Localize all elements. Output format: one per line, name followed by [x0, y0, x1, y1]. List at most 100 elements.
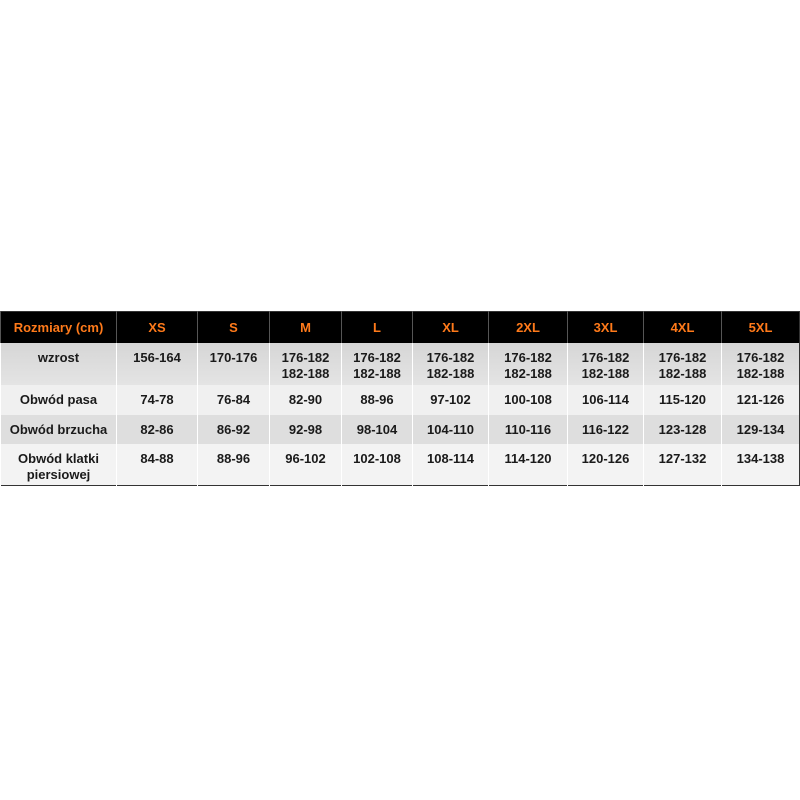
cell-value: 108-114 — [427, 451, 474, 466]
cell-value: 182-188 — [736, 366, 785, 381]
table-cell: 116-122 — [567, 415, 644, 444]
row-label-line: Obwód klatki — [18, 451, 99, 466]
header-size: S — [197, 311, 270, 343]
table-cell: 176-182 182-188 — [269, 343, 342, 385]
cell-value: 74-78 — [140, 392, 174, 407]
table-cell: 114-120 — [488, 444, 568, 486]
table-cell: 134-138 — [721, 444, 800, 486]
row-label: Obwód klatki piersiowej — [0, 444, 117, 486]
table-cell: 76-84 — [197, 385, 270, 415]
table-cell: 176-182 182-188 — [341, 343, 413, 385]
table-cell: 108-114 — [412, 444, 489, 486]
header-size: M — [269, 311, 342, 343]
cell-value: 84-88 — [140, 451, 174, 466]
cell-value: 182-188 — [281, 366, 330, 381]
cell-value: 176-182 — [581, 350, 630, 365]
table-cell: 176-182 182-188 — [643, 343, 722, 385]
table-row: Obwód brzucha 82-86 86-92 92-98 98-104 104-11… — [0, 415, 800, 444]
table-cell: 92-98 — [269, 415, 342, 444]
table-cell: 176-182 182-188 — [412, 343, 489, 385]
cell-value: 176-182 — [353, 350, 401, 365]
table-cell: 82-86 — [116, 415, 198, 444]
header-size: 3XL — [567, 311, 644, 343]
table-cell: 88-96 — [197, 444, 270, 486]
table-cell: 106-114 — [567, 385, 644, 415]
header-size: XS — [116, 311, 198, 343]
table-cell: 74-78 — [116, 385, 198, 415]
header-size: L — [341, 311, 413, 343]
cell-value: 182-188 — [504, 366, 552, 381]
cell-value: 88-96 — [216, 451, 251, 466]
cell-value: 88-96 — [360, 392, 394, 407]
table-cell: 176-182 182-188 — [567, 343, 644, 385]
table-cell: 82-90 — [269, 385, 342, 415]
header-row: Rozmiary (cm) XS S M L XL 2XL 3XL 4XL 5XL — [0, 311, 800, 343]
cell-value: 116-122 — [582, 422, 629, 437]
cell-value: 120-126 — [581, 451, 630, 466]
cell-value: 115-120 — [659, 392, 706, 407]
cell-value: 176-182 — [736, 350, 785, 365]
cell-value: 104-110 — [427, 422, 474, 437]
header-size: 4XL — [643, 311, 722, 343]
row-label: Obwód brzucha — [0, 415, 117, 444]
table-cell: 156-164 — [116, 343, 198, 385]
cell-value: 86-92 — [216, 422, 251, 437]
table-cell: 115-120 — [643, 385, 722, 415]
table-cell: 123-128 — [643, 415, 722, 444]
cell-value: 182-188 — [658, 366, 707, 381]
cell-value: 176-182 — [504, 350, 552, 365]
cell-value: 129-134 — [736, 422, 785, 437]
table-row: Obwód klatki piersiowej 84-88 88-96 96-102 10… — [0, 444, 800, 486]
table-cell: 120-126 — [567, 444, 644, 486]
cell-value: 92-98 — [288, 422, 323, 437]
cell-value: 182-188 — [353, 366, 401, 381]
cell-value: 123-128 — [658, 422, 707, 437]
table-cell: 121-126 — [721, 385, 800, 415]
table-cell: 102-108 — [341, 444, 413, 486]
cell-value: 114-120 — [504, 451, 552, 466]
cell-value: 134-138 — [736, 451, 785, 466]
table-row: Obwód pasa 74-78 76-84 82-90 88-96 97-102 100-… — [0, 385, 800, 415]
cell-value: 170-176 — [209, 350, 258, 365]
table-row: wzrost 156-164 170-176 176-182 182-188 176-18… — [0, 343, 800, 385]
table-cell: 104-110 — [412, 415, 489, 444]
table-cell: 176-182 182-188 — [721, 343, 800, 385]
table-cell: 96-102 — [269, 444, 342, 486]
cell-value: 176-182 — [281, 350, 330, 365]
cell-value: 110-116 — [504, 422, 552, 437]
size-chart-table: Rozmiary (cm) XS S M L XL 2XL 3XL 4XL 5XL wzrost 1… — [0, 311, 800, 486]
cell-value: 96-102 — [285, 451, 326, 466]
header-size: 2XL — [488, 311, 568, 343]
cell-value: 182-188 — [581, 366, 630, 381]
cell-value: 176-182 — [658, 350, 707, 365]
cell-value: 121-126 — [736, 392, 785, 407]
table-cell: 110-116 — [488, 415, 568, 444]
table-cell: 97-102 — [412, 385, 489, 415]
cell-value: 97-102 — [430, 392, 471, 407]
header-size: XL — [412, 311, 489, 343]
table-cell: 88-96 — [341, 385, 413, 415]
cell-value: 182-188 — [426, 366, 475, 381]
cell-value: 76-84 — [216, 392, 251, 407]
cell-value: 100-108 — [504, 392, 552, 407]
cell-value: 156-164 — [133, 350, 181, 365]
cell-value: 82-90 — [288, 392, 323, 407]
header-size: 5XL — [721, 311, 800, 343]
row-label: Obwód pasa — [0, 385, 117, 415]
table-cell: 170-176 — [197, 343, 270, 385]
table-cell: 127-132 — [643, 444, 722, 486]
table-cell: 86-92 — [197, 415, 270, 444]
cell-value: 176-182 — [426, 350, 475, 365]
table-cell: 176-182 182-188 — [488, 343, 568, 385]
row-label: wzrost — [0, 343, 117, 385]
cell-value: 127-132 — [658, 451, 707, 466]
cell-value: 82-86 — [140, 422, 174, 437]
row-label-line: piersiowej — [26, 467, 91, 482]
table-cell: 100-108 — [488, 385, 568, 415]
table-cell: 84-88 — [116, 444, 198, 486]
table-cell: 98-104 — [341, 415, 413, 444]
cell-value: 98-104 — [356, 422, 398, 437]
table-cell: 129-134 — [721, 415, 800, 444]
cell-value: 106-114 — [582, 392, 629, 407]
header-label: Rozmiary (cm) — [0, 311, 117, 343]
